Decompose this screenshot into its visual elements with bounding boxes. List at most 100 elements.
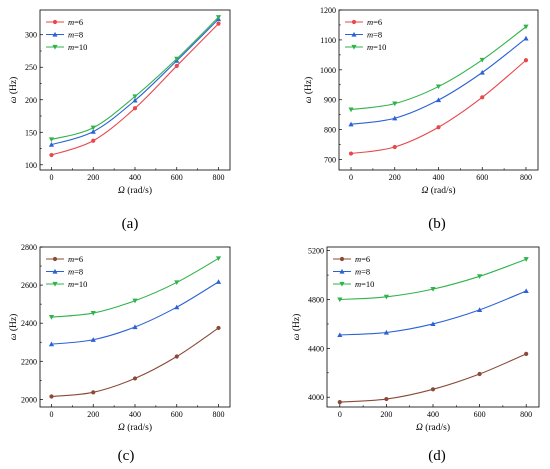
legend-label: m=8 [355, 267, 370, 277]
data-point [479, 69, 485, 75]
series-m=8 [337, 288, 529, 338]
x-axis-label: Ω (rad/s) [118, 422, 152, 433]
data-point [476, 274, 483, 279]
data-point [523, 257, 529, 262]
data-point [49, 394, 54, 399]
x-axis-label: Ω (rad/s) [118, 185, 152, 196]
legend-label: m=10 [68, 42, 87, 52]
data-point [479, 57, 485, 63]
legend: m=6 m=8 m=10 [46, 254, 87, 289]
chart-panel-1: 0 200 400 600 800 100 150 200 250 300 Ω (rad/s) ω (… [8, 9, 231, 196]
x-tick-label: 200 [389, 173, 401, 182]
data-point [48, 341, 55, 347]
x-tick-label: 0 [49, 410, 53, 419]
y-tick-label: 100 [25, 161, 37, 170]
legend-marker [351, 31, 357, 37]
legend-marker [52, 31, 58, 37]
x-tick-label: 200 [87, 410, 99, 419]
y-tick-label: 150 [25, 128, 37, 137]
y-axis-label: ω (Hz) [291, 314, 302, 341]
y-tick-label: 2400 [21, 319, 37, 328]
series-m=6 [348, 58, 529, 156]
legend: m=6 m=8 m=10 [46, 17, 87, 52]
y-tick-label: 200 [25, 96, 37, 105]
data-point [430, 321, 436, 327]
y-tick-label: 2600 [21, 281, 37, 290]
series-m=10 [348, 24, 529, 113]
series-m=10 [48, 256, 222, 320]
data-point [48, 315, 55, 320]
panel-label: (d) [428, 448, 446, 464]
data-point [48, 142, 55, 147]
data-point [90, 311, 96, 316]
y-tick-label: 5200 [308, 247, 324, 256]
x-tick-label: 800 [520, 173, 532, 182]
data-point [392, 101, 398, 107]
y-axis-label: ω (Hz) [8, 77, 19, 104]
legend-marker [52, 268, 58, 274]
legend-label: m=10 [68, 279, 87, 289]
legend-marker [351, 19, 357, 25]
data-point [132, 324, 138, 330]
data-point [348, 151, 354, 156]
x-tick-label: 800 [213, 173, 225, 182]
legend: m=6 m=8 m=10 [345, 17, 386, 52]
x-tick-label: 400 [427, 410, 439, 419]
y-tick-label: 900 [324, 96, 336, 105]
data-point [90, 129, 96, 134]
data-point [215, 15, 222, 20]
legend-label: m=6 [367, 17, 382, 27]
chart-panel-3: 0 200 400 600 800 2000 2200 2400 2600 2800 Ω (rad/… [8, 243, 231, 433]
data-point [337, 400, 342, 405]
data-point [49, 152, 54, 158]
legend-marker [339, 281, 345, 287]
x-tick-label: 0 [338, 410, 342, 419]
legend-marker [52, 44, 58, 50]
x-tick-label: 200 [380, 410, 392, 419]
data-point [476, 307, 483, 312]
legend: m=6 m=8 m=10 [333, 254, 374, 289]
data-point [383, 329, 390, 335]
chart-panel-2: 0 200 400 600 800 700 800 900 1000 1100 1200 Ω (rad… [303, 6, 539, 196]
x-tick-label: 200 [87, 173, 99, 182]
legend-marker [52, 256, 58, 262]
data-point [392, 144, 397, 150]
x-tick-label: 600 [171, 410, 183, 419]
data-point [90, 125, 96, 131]
series-m=8 [48, 16, 222, 147]
data-point [132, 94, 138, 100]
data-point [480, 95, 485, 100]
legend-marker [339, 256, 345, 262]
x-tick-label: 400 [129, 410, 141, 419]
legend-label: m=8 [367, 30, 382, 40]
legend-label: m=10 [355, 279, 374, 289]
x-tick-label: 600 [474, 410, 486, 419]
data-point [348, 121, 354, 127]
x-tick-label: 600 [476, 173, 488, 182]
y-tick-label: 1100 [320, 36, 336, 45]
legend-label: m=8 [68, 30, 83, 40]
data-point [91, 138, 96, 143]
data-point [337, 297, 343, 303]
series-m=6 [49, 21, 221, 158]
panel-label: (b) [428, 216, 446, 232]
data-point [430, 387, 436, 392]
data-point [477, 371, 482, 377]
legend-label: m=6 [68, 17, 83, 27]
data-point [435, 97, 442, 103]
series-m=10 [48, 15, 222, 143]
legend-label: m=10 [367, 42, 386, 52]
data-point [524, 351, 529, 356]
data-point [174, 354, 179, 359]
data-point [216, 21, 221, 26]
legend-marker [351, 44, 357, 50]
series-m=8 [348, 35, 529, 127]
data-point [132, 376, 138, 381]
data-point [132, 97, 138, 103]
y-tick-label: 1200 [320, 6, 336, 15]
series-m=8 [48, 279, 222, 347]
data-point [132, 106, 138, 111]
data-point [215, 279, 222, 284]
x-tick-label: 400 [433, 173, 445, 182]
